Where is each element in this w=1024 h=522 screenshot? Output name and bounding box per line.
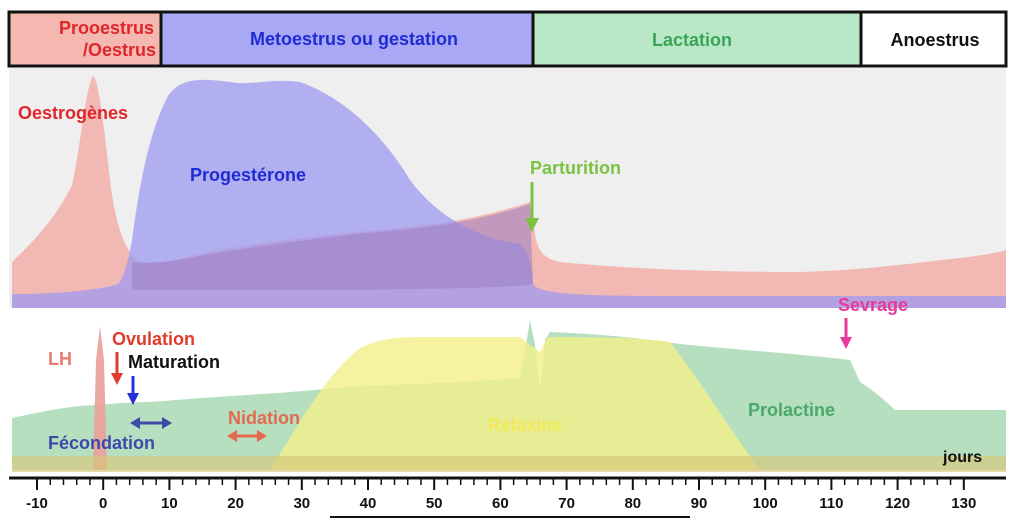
phase-prooestrus-box (9, 12, 161, 66)
nidation-double-arrow-icon (227, 430, 267, 442)
phase-prooestrus-label-line1: Prooestrus (59, 18, 154, 38)
x-tick-label: 120 (885, 495, 910, 512)
prolactine-label: Prolactine (748, 400, 835, 420)
jours-label: jours (942, 449, 982, 466)
oestrogenes-label: Oestrogènes (18, 103, 128, 123)
lower-hormone-panel: LH Ovulation Maturation Fécondation Nida… (9, 295, 1006, 475)
fecondation-label: Fécondation (48, 433, 155, 453)
x-tick-label: -10 (26, 495, 48, 512)
phase-anoestrus-label: Anoestrus (890, 30, 979, 50)
x-tick-label: 100 (753, 495, 778, 512)
x-tick-label: 0 (99, 495, 107, 512)
parturition-arrow-icon (525, 182, 539, 232)
x-tick-label: 110 (819, 495, 843, 512)
phase-anoestrus-box (861, 12, 1006, 66)
x-tick-label: 10 (161, 495, 178, 512)
phase-header-frame (7, 10, 1008, 68)
x-tick-label: 80 (624, 495, 641, 512)
phase-lactation-box (533, 12, 861, 66)
relaxine-label: Relaxine (488, 415, 562, 435)
phase-metoestrus-label: Metoestrus ou gestation (250, 29, 458, 49)
overlap-shade (132, 204, 533, 290)
x-axis: -10 0 10 20 30 40 50 60 70 80 90 100 110 120 130 (9, 476, 1006, 512)
upper-hormone-panel: Oestrogènes Progestérone Parturition (9, 68, 1006, 308)
phase-metoestrus-box (161, 12, 533, 66)
ovulation-label: Ovulation (112, 329, 195, 349)
progesterone-label: Progestérone (190, 165, 306, 185)
sevrage-arrow-icon (840, 318, 852, 349)
sevrage-label: Sevrage (838, 295, 908, 315)
x-tick-label: 30 (293, 495, 310, 512)
maturation-arrow-icon (127, 376, 139, 405)
parturition-label: Parturition (530, 158, 621, 178)
baseline-band (12, 456, 1006, 472)
nidation-label: Nidation (228, 408, 300, 428)
ovulation-arrow-icon (111, 352, 123, 385)
relaxine-curve (270, 337, 760, 470)
x-tick-label: 90 (691, 495, 708, 512)
lh-curve (93, 326, 107, 470)
x-tick-label: 70 (558, 495, 575, 512)
maturation-label: Maturation (128, 352, 220, 372)
x-tick-label: 50 (426, 495, 443, 512)
x-tick-label: 20 (227, 495, 244, 512)
x-tick-label: 130 (951, 495, 976, 512)
lh-label: LH (48, 349, 72, 369)
x-tick-label: 60 (492, 495, 509, 512)
phase-prooestrus-label-line2: /Oestrus (83, 40, 156, 60)
fecondation-double-arrow-icon (130, 417, 172, 429)
phase-header: Prooestrus /Oestrus Metoestrus ou gestat… (7, 10, 1008, 68)
phase-lactation-label: Lactation (652, 30, 732, 50)
x-tick-label: 40 (360, 495, 377, 512)
